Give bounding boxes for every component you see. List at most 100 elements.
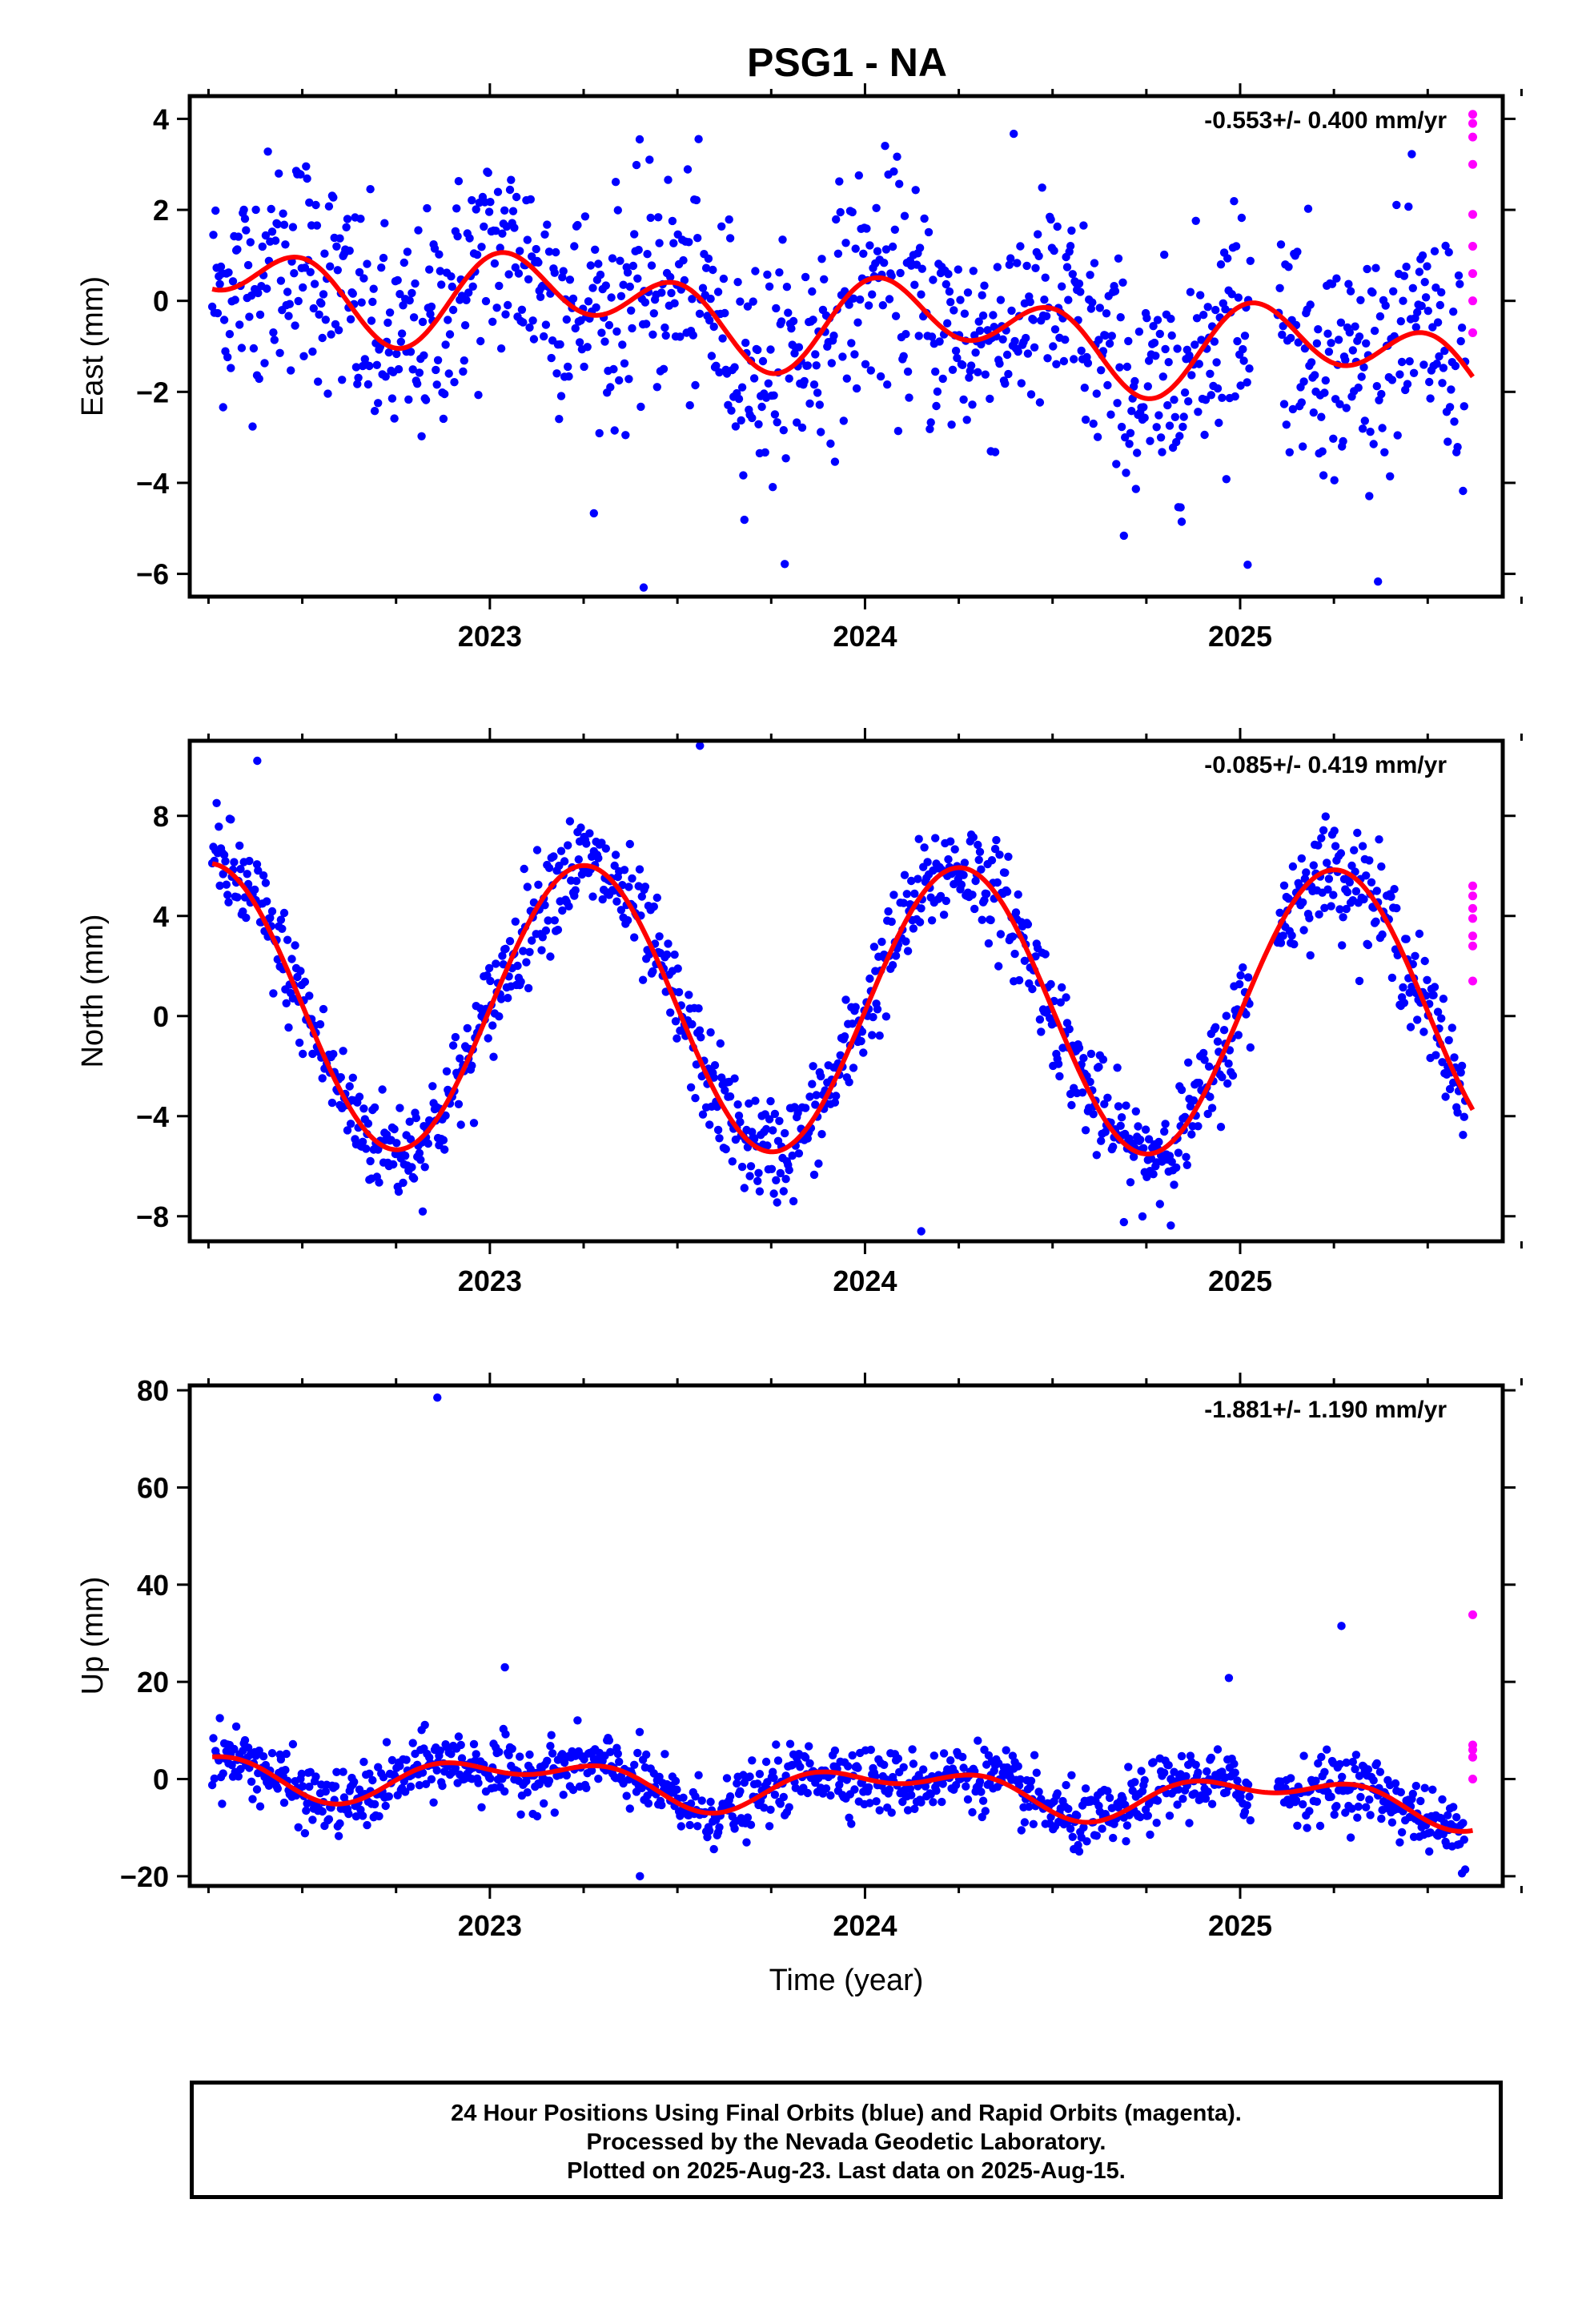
data-point <box>396 1104 404 1112</box>
data-point <box>468 282 477 291</box>
rapid-point <box>1468 110 1478 119</box>
data-point <box>618 340 627 349</box>
data-point <box>836 207 845 217</box>
data-point <box>1231 392 1239 401</box>
data-point <box>1176 503 1185 512</box>
data-point <box>1363 1765 1373 1774</box>
data-point <box>311 200 320 210</box>
data-point <box>523 1788 532 1797</box>
data-point <box>1116 313 1125 322</box>
data-point <box>826 439 835 448</box>
data-point <box>1315 910 1323 919</box>
data-point <box>652 383 661 392</box>
data-point <box>865 974 874 983</box>
data-point <box>1113 399 1122 408</box>
data-point <box>365 361 374 371</box>
data-point <box>1165 421 1174 430</box>
data-point <box>411 279 420 288</box>
model-fit-line <box>211 861 1476 1157</box>
data-point <box>968 1807 977 1817</box>
data-point <box>730 363 739 372</box>
data-point <box>980 281 989 290</box>
data-point <box>245 856 254 866</box>
data-point <box>240 215 250 223</box>
data-point <box>594 1775 603 1783</box>
data-point <box>743 1813 753 1822</box>
data-point <box>748 413 757 423</box>
data-point <box>327 1098 337 1108</box>
data-point <box>1314 841 1323 850</box>
data-point <box>950 845 959 854</box>
data-point <box>564 902 573 911</box>
data-point <box>1319 826 1328 835</box>
data-point <box>1119 1217 1129 1227</box>
data-point <box>830 1746 840 1755</box>
data-point <box>387 1755 397 1765</box>
data-point <box>671 1017 681 1026</box>
data-point <box>1428 1785 1437 1794</box>
data-point <box>1420 956 1429 966</box>
data-point <box>592 303 600 312</box>
data-point <box>881 1012 891 1021</box>
data-point <box>311 1772 320 1781</box>
data-point <box>679 1793 688 1802</box>
data-point <box>1105 339 1114 348</box>
data-point <box>400 258 408 267</box>
data-point <box>504 1751 513 1759</box>
data-point <box>977 1787 986 1796</box>
data-point <box>1239 963 1247 972</box>
rapid-point <box>1468 891 1478 901</box>
data-point <box>1074 1043 1084 1052</box>
data-point <box>299 283 307 292</box>
data-point <box>387 394 397 403</box>
data-point <box>1110 287 1120 296</box>
data-point <box>524 983 533 993</box>
data-point <box>706 1028 715 1037</box>
data-point <box>370 407 379 416</box>
data-point <box>1185 1819 1194 1827</box>
data-point <box>794 343 804 352</box>
data-point <box>885 1785 894 1794</box>
data-point <box>1151 352 1160 360</box>
data-point <box>1423 262 1431 271</box>
data-point <box>1429 991 1438 999</box>
data-point <box>776 1168 785 1178</box>
data-point <box>1201 1794 1211 1803</box>
data-point <box>1355 976 1364 986</box>
data-point <box>927 916 937 925</box>
data-point <box>1392 903 1401 913</box>
data-point <box>963 1795 973 1804</box>
data-point <box>468 1061 476 1070</box>
data-point <box>1029 1819 1038 1828</box>
rapid-point <box>1468 1752 1478 1762</box>
data-point <box>406 348 416 356</box>
data-point <box>1067 226 1076 235</box>
data-point <box>1399 271 1409 280</box>
outlier-point <box>1224 1674 1234 1683</box>
data-point <box>1140 413 1149 422</box>
data-point <box>1228 1071 1238 1080</box>
data-point <box>848 1019 857 1028</box>
data-point <box>1023 920 1033 929</box>
data-point <box>1418 251 1427 260</box>
data-point <box>751 1096 760 1105</box>
data-point <box>278 924 287 934</box>
data-point <box>748 1756 757 1765</box>
data-point <box>705 316 714 325</box>
data-point <box>635 865 644 874</box>
data-point <box>1278 330 1287 340</box>
data-point <box>909 924 918 933</box>
rapid-point <box>1468 976 1478 986</box>
data-point <box>844 1762 853 1771</box>
data-point <box>974 855 983 865</box>
data-point <box>1028 984 1037 994</box>
data-point <box>829 332 838 340</box>
data-point <box>1094 336 1103 344</box>
data-point <box>859 1048 868 1057</box>
data-point <box>974 840 982 850</box>
data-point <box>782 283 792 292</box>
data-point <box>971 876 980 886</box>
data-point <box>267 204 275 214</box>
data-point <box>1164 358 1173 367</box>
data-point <box>412 1113 420 1123</box>
